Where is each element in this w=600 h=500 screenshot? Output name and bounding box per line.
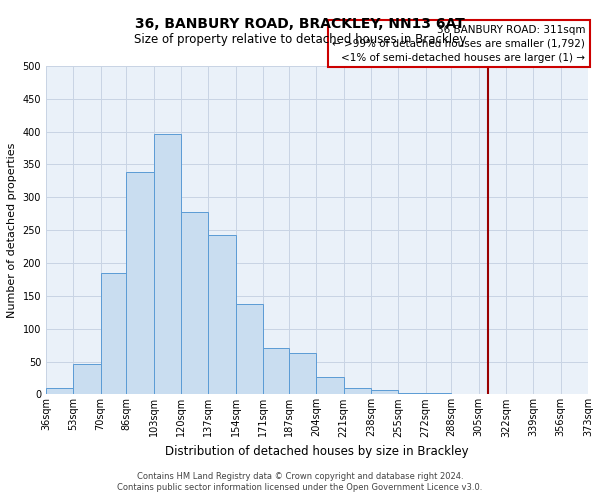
Bar bbox=[73, 364, 101, 394]
Bar bbox=[208, 236, 236, 394]
Bar bbox=[344, 388, 371, 394]
Text: 36 BANBURY ROAD: 311sqm
← >99% of detached houses are smaller (1,792)
<1% of sem: 36 BANBURY ROAD: 311sqm ← >99% of detach… bbox=[332, 24, 586, 62]
Bar bbox=[425, 393, 451, 394]
X-axis label: Distribution of detached houses by size in Brackley: Distribution of detached houses by size … bbox=[165, 445, 469, 458]
Text: 36, BANBURY ROAD, BRACKLEY, NN13 6AT: 36, BANBURY ROAD, BRACKLEY, NN13 6AT bbox=[135, 18, 465, 32]
Bar bbox=[181, 212, 208, 394]
Bar bbox=[371, 390, 398, 394]
Bar bbox=[46, 388, 73, 394]
Text: Contains public sector information licensed under the Open Government Licence v3: Contains public sector information licen… bbox=[118, 484, 482, 492]
Bar bbox=[127, 172, 154, 394]
Bar bbox=[263, 348, 289, 395]
Bar bbox=[289, 353, 316, 395]
Bar bbox=[398, 393, 425, 394]
Bar bbox=[154, 134, 181, 394]
Bar bbox=[316, 378, 344, 394]
Bar bbox=[236, 304, 263, 394]
Text: Contains HM Land Registry data © Crown copyright and database right 2024.: Contains HM Land Registry data © Crown c… bbox=[137, 472, 463, 481]
Bar bbox=[101, 273, 127, 394]
Text: Size of property relative to detached houses in Brackley: Size of property relative to detached ho… bbox=[134, 32, 466, 46]
Y-axis label: Number of detached properties: Number of detached properties bbox=[7, 142, 17, 318]
